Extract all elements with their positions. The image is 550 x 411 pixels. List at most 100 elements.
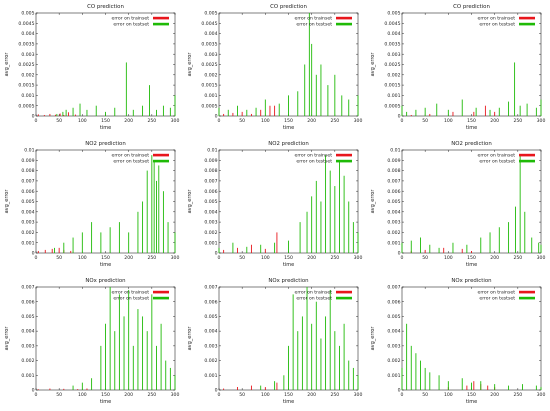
x-tick-label: 0 (401, 255, 404, 261)
x-tick-label: 250 (147, 118, 156, 124)
x-tick-label: 300 (537, 255, 546, 261)
chart-title: NOx prediction (85, 278, 125, 284)
series-trainset (37, 388, 88, 390)
y-tick-label: 0 (398, 251, 401, 257)
x-tick-label: 200 (124, 392, 133, 398)
x-tick-label: 200 (124, 118, 133, 124)
y-tick-label: 0.004 (387, 31, 400, 37)
chart-title: NO2 prediction (268, 141, 308, 147)
y-tick-label: 0.007 (387, 285, 400, 291)
x-tick-label: 250 (147, 255, 156, 261)
x-tick-label: 300 (354, 392, 363, 398)
legend-swatch (519, 296, 535, 300)
y-tick-label: 0.003 (387, 343, 400, 349)
series-testset (72, 287, 176, 390)
legend-swatch (519, 159, 535, 163)
x-tick-label: 150 (101, 255, 110, 261)
y-tick-label: 0.0005 (18, 103, 34, 109)
series-testset (401, 323, 542, 390)
x-tick-label: 0 (401, 118, 404, 124)
legend-label: error on trainset (478, 153, 516, 159)
y-tick-label: 0.002 (387, 358, 400, 364)
y-tick-label: 0.007 (387, 179, 400, 185)
y-tick-label: 0.001 (204, 373, 217, 379)
y-tick-label: 0.003 (21, 343, 34, 349)
y-tick-label: 0 (32, 388, 35, 394)
x-tick-label: 300 (354, 255, 363, 261)
legend-label: error on testset (296, 159, 332, 165)
legend-swatch (519, 153, 535, 157)
y-tick-label: 0.008 (204, 168, 217, 174)
x-tick-label: 100 (261, 255, 270, 261)
x-tick-label: 50 (56, 255, 62, 261)
y-tick-label: 0.006 (21, 299, 34, 305)
y-tick-label: 0 (32, 251, 35, 257)
legend-label: error on trainset (295, 290, 333, 296)
x-tick-label: 300 (171, 392, 180, 398)
legend-swatch (519, 290, 535, 294)
y-tick-label: 0.004 (204, 209, 217, 215)
y-axis-label: avg_error (187, 52, 193, 77)
chart-title: NO2 prediction (451, 141, 491, 147)
y-tick-label: 0.006 (21, 189, 34, 195)
x-tick-label: 0 (35, 255, 38, 261)
plot-frame (218, 149, 359, 254)
x-tick-label: 100 (261, 392, 270, 398)
x-tick-label: 50 (239, 118, 245, 124)
y-tick-label: 0.005 (21, 314, 34, 320)
x-tick-label: 150 (467, 255, 476, 261)
x-tick-label: 0 (218, 118, 221, 124)
chart-panel: CO prediction 0 0.0005 0.001 0.0015 0.002 0.00… (370, 4, 545, 131)
y-tick-label: 0.003 (21, 220, 34, 226)
y-tick-label: 0.009 (387, 158, 400, 164)
legend-label: error on trainset (112, 153, 150, 159)
x-tick-label: 200 (490, 118, 499, 124)
legend-label: error on testset (113, 296, 149, 302)
y-tick-label: 0.01 (390, 148, 400, 154)
y-tick-label: 0.005 (387, 314, 400, 320)
y-tick-label: 0 (398, 388, 401, 394)
chart-panel: NOx prediction 0 0.001 0.002 0.003 0.004 0.005… (4, 278, 180, 405)
x-tick-label: 50 (422, 118, 428, 124)
chart-panel: CO prediction 0 0.0005 0.001 0.0015 0.002 0.00… (187, 4, 362, 131)
y-tick-label: 0.008 (387, 168, 400, 174)
legend-label: error on testset (113, 159, 149, 165)
chart-panel: NOx prediction 0 0.001 0.002 0.003 0.004 0.005… (187, 278, 363, 405)
x-tick-label: 100 (261, 118, 270, 124)
chart-title: NOx prediction (268, 278, 308, 284)
legend-swatch (153, 153, 169, 157)
series-testset (401, 62, 542, 116)
chart-panel: NOx prediction 0 0.001 0.002 0.003 0.004 0.005… (370, 278, 545, 405)
y-tick-label: 0 (32, 114, 35, 120)
x-tick-label: 0 (35, 392, 38, 398)
y-tick-label: 0.002 (21, 72, 34, 78)
series-testset (54, 155, 176, 253)
x-tick-label: 0 (218, 392, 221, 398)
legend-label: error on trainset (112, 16, 150, 22)
legend-label: error on testset (479, 159, 515, 165)
x-tick-label: 0 (218, 255, 221, 261)
y-tick-label: 0.005 (204, 314, 217, 320)
series-testset (218, 155, 359, 253)
chart-panel: NO2 prediction 0 0.001 0.002 0.003 0.004 0.005… (370, 141, 546, 268)
y-tick-label: 0.004 (204, 329, 217, 335)
y-tick-label: 0.002 (204, 230, 217, 236)
y-tick-label: 0.003 (204, 220, 217, 226)
y-tick-label: 0.003 (204, 343, 217, 349)
plot-frame (401, 286, 542, 391)
legend-swatch (153, 22, 169, 26)
y-tick-label: 0.004 (387, 209, 400, 215)
x-tick-label: 250 (330, 118, 339, 124)
x-tick-label: 50 (239, 255, 245, 261)
y-tick-label: 0.01 (24, 148, 34, 154)
y-tick-label: 0.006 (387, 189, 400, 195)
legend-label: error on trainset (112, 290, 150, 296)
x-axis-label: time (466, 125, 477, 131)
y-axis-label: avg_error (187, 326, 193, 351)
y-axis-label: avg_error (4, 189, 10, 214)
y-tick-label: 0.001 (387, 240, 400, 246)
y-tick-label: 0.003 (21, 52, 34, 58)
plot-frame (401, 12, 542, 117)
x-axis-label: time (466, 262, 477, 268)
y-tick-label: 0.0025 (384, 62, 400, 68)
